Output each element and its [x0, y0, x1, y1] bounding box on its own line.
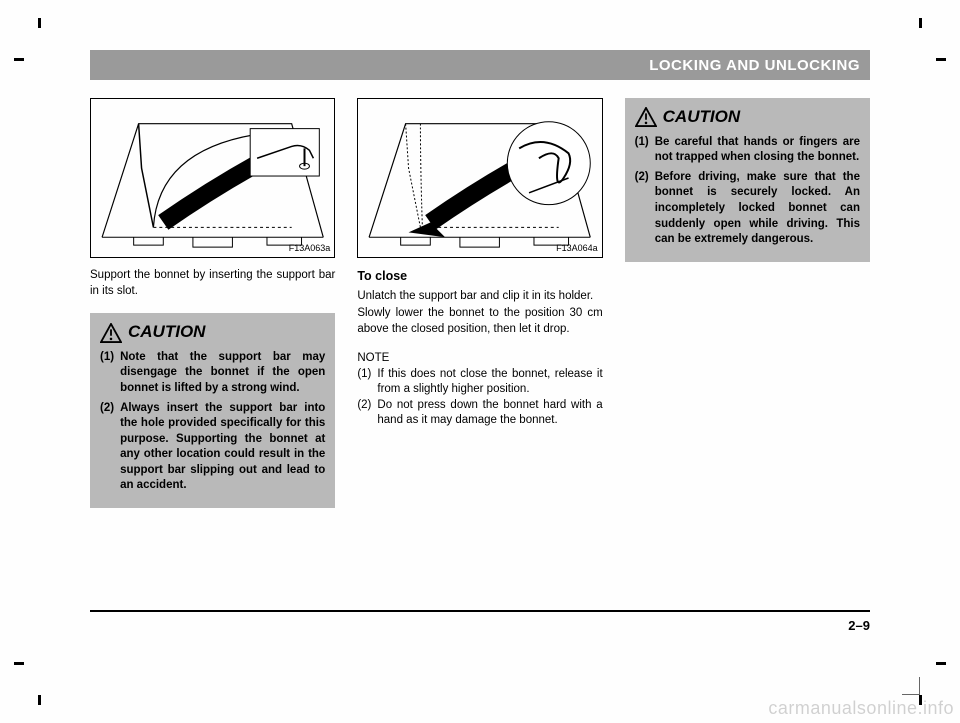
caution-item: (2)Always insert the support bar into th…: [100, 401, 325, 494]
body-text-2a: Unlatch the support bar and clip it in i…: [357, 289, 602, 305]
body-text-1: Support the bonnet by inserting the supp…: [90, 268, 335, 299]
illus-label-1: F13A063a: [289, 242, 331, 254]
warning-icon: [100, 323, 122, 343]
caution-list-1: (1)Note that the support bar may disenga…: [100, 350, 325, 494]
caution-label: CAUTION: [128, 321, 205, 344]
caution-title-1: CAUTION: [100, 321, 325, 344]
section-header: LOCKING AND UNLOCKING: [90, 50, 870, 80]
caution-title-2: CAUTION: [635, 106, 860, 129]
column-3: CAUTION (1)Be careful that hands or fing…: [625, 98, 870, 508]
caution-list-2: (1)Be careful that hands or fingers are …: [635, 135, 860, 248]
note-item: (1)If this does not close the bonnet, re…: [357, 367, 602, 398]
illustration-2: F13A064a: [357, 98, 602, 258]
column-2: F13A064a To close Unlatch the support ba…: [357, 98, 602, 508]
illus-label-2: F13A064a: [556, 242, 598, 254]
caution-item: (1)Note that the support bar may disenga…: [100, 350, 325, 397]
warning-icon: [635, 107, 657, 127]
caution-item: (1)Be careful that hands or fingers are …: [635, 135, 860, 166]
note-head: NOTE: [357, 351, 602, 367]
subhead-close: To close: [357, 268, 602, 285]
section-title: LOCKING AND UNLOCKING: [649, 57, 860, 74]
column-1: F13A063a Support the bonnet by inserting…: [90, 98, 335, 508]
caution-label: CAUTION: [663, 106, 740, 129]
body-text-2b: Slowly lower the bonnet to the position …: [357, 306, 602, 337]
note-item: (2)Do not press down the bonnet hard wit…: [357, 398, 602, 429]
content-columns: F13A063a Support the bonnet by inserting…: [90, 98, 870, 508]
caution-box-2: CAUTION (1)Be careful that hands or fing…: [625, 98, 870, 262]
footer-rule: [90, 610, 870, 612]
page-number: 2–9: [848, 618, 870, 633]
illustration-1: F13A063a: [90, 98, 335, 258]
page: LOCKING AND UNLOCKING: [90, 50, 870, 508]
watermark: carmanualsonline.info: [768, 698, 954, 719]
caution-item: (2)Before driving, make sure that the bo…: [635, 170, 860, 248]
caution-box-1: CAUTION (1)Note that the support bar may…: [90, 313, 335, 508]
note-list: (1)If this does not close the bonnet, re…: [357, 367, 602, 429]
